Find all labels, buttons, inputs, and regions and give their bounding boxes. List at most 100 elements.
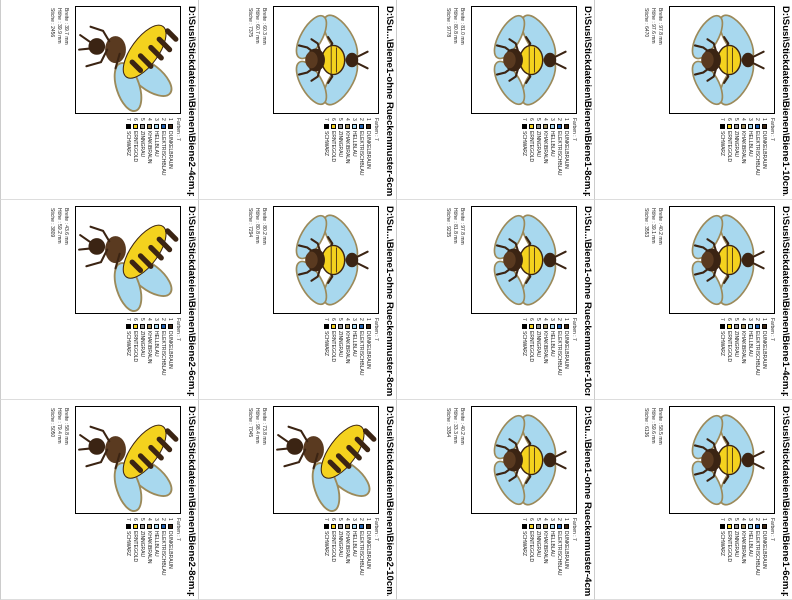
thread-row: 1 DUNKELBRAUN xyxy=(761,518,768,598)
design-preview-box xyxy=(669,406,775,514)
thread-name: SCHWARZ xyxy=(323,131,330,157)
height-value: Höhe : 80.8 mm xyxy=(254,208,260,244)
height-value: Höhe : 81.8 mm xyxy=(452,208,458,244)
thread-row: 1 DUNKELBRAUN xyxy=(365,318,372,398)
thread-row: 7 SCHWARZ xyxy=(719,318,726,398)
thread-row: 4 KHAKIBRAUN xyxy=(344,518,351,598)
thread-name: ERNTEGOLD xyxy=(726,331,733,363)
thread-name: DUNKELBRAUN xyxy=(563,331,570,369)
thread-name: HELLBLAU xyxy=(549,331,556,357)
thread-row: 7 SCHWARZ xyxy=(521,318,528,398)
thread-name: ERNTEGOLD xyxy=(132,131,139,163)
thread-row: 6 ERNTEGOLD xyxy=(528,518,535,598)
design-card: D:\Susi\Stickdateien\Bienen\Biene2-6cm.p… xyxy=(0,200,198,400)
width-value: Breite : 39.7 mm xyxy=(63,8,69,45)
file-path-title: D:\Susi\Stickdateien\Bienen\Biene1-8cm.p… xyxy=(582,6,593,196)
thread-color-swatch xyxy=(140,524,145,529)
thread-color-swatch xyxy=(557,324,562,329)
thread-color-swatch xyxy=(154,524,159,529)
thread-row: 3 HELLBLAU xyxy=(747,118,754,198)
thread-name: ZINNGRAU xyxy=(337,331,344,358)
thread-row: 6 ERNTEGOLD xyxy=(726,518,733,598)
thread-row: 4 KHAKIBRAUN xyxy=(146,118,153,198)
thread-color-swatch xyxy=(140,124,145,129)
thread-color-swatch xyxy=(755,324,760,329)
thread-row: 6 ERNTEGOLD xyxy=(132,318,139,398)
color-count-label: Farben : 7 xyxy=(571,518,577,541)
thread-name: KHAKIBRAUN xyxy=(542,531,549,564)
bee-top-view-illustration xyxy=(691,214,765,306)
thread-color-list: Farben : 7 1 DUNKELBRAUN 2 ELEKTRISCHBLA… xyxy=(323,118,380,198)
thread-color-swatch xyxy=(720,324,725,329)
thread-color-swatch xyxy=(331,124,336,129)
thread-color-swatch xyxy=(755,524,760,529)
thread-color-list: Farben : 7 1 DUNKELBRAUN 2 ELEKTRISCHBLA… xyxy=(521,318,578,398)
thread-name: SCHWARZ xyxy=(719,331,726,357)
thread-name: ELEKTRISCHBLAU xyxy=(358,531,365,576)
thread-color-swatch xyxy=(522,524,527,529)
file-path-title: D:\Su...\Biene1-ohne Rueckenmuster-10cm.… xyxy=(582,206,593,396)
thread-row: 7 SCHWARZ xyxy=(323,118,330,198)
thread-row: 2 ELEKTRISCHBLAU xyxy=(556,118,563,198)
thread-name: ZINNGRAU xyxy=(733,531,740,558)
thread-color-swatch xyxy=(543,524,548,529)
thread-row: 7 SCHWARZ xyxy=(521,118,528,198)
thread-color-swatch xyxy=(126,524,131,529)
thread-color-swatch xyxy=(161,524,166,529)
thread-color-list: Farben : 7 1 DUNKELBRAUN 2 ELEKTRISCHBLA… xyxy=(719,518,776,598)
thread-color-swatch xyxy=(126,324,131,329)
width-value: Breite : 58.8 mm xyxy=(63,408,69,445)
thread-row: 6 ERNTEGOLD xyxy=(132,118,139,198)
design-preview-box xyxy=(75,406,181,514)
file-path-title: D:\Su...\Biene1-ohne Rueckenmuster-8cm.p… xyxy=(384,206,395,396)
thread-row: 2 ELEKTRISCHBLAU xyxy=(754,518,761,598)
thread-color-swatch xyxy=(366,524,371,529)
thread-color-swatch xyxy=(345,324,350,329)
thread-row: 5 ZINNGRAU xyxy=(535,318,542,398)
design-preview-box xyxy=(273,406,379,514)
thread-color-swatch xyxy=(338,124,343,129)
color-count-label: Farben : 7 xyxy=(175,318,181,341)
thread-row: 4 KHAKIBRAUN xyxy=(146,518,153,598)
thread-row: 5 ZINNGRAU xyxy=(337,318,344,398)
thread-row: 2 ELEKTRISCHBLAU xyxy=(754,118,761,198)
thread-color-swatch xyxy=(359,124,364,129)
thread-color-swatch xyxy=(522,324,527,329)
thread-name: KHAKIBRAUN xyxy=(542,131,549,164)
width-value: Breite : 40.2 mm xyxy=(459,408,465,445)
thread-name: KHAKIBRAUN xyxy=(344,531,351,564)
width-value: Breite : 81.0 mm xyxy=(459,8,465,45)
thread-color-swatch xyxy=(550,324,555,329)
thread-name: HELLBLAU xyxy=(153,531,160,557)
thread-color-swatch xyxy=(748,324,753,329)
thread-color-swatch xyxy=(727,324,732,329)
thread-row: 4 KHAKIBRAUN xyxy=(542,118,549,198)
thread-name: ZINNGRAU xyxy=(733,331,740,358)
stitch-count: Stiche : 9235 xyxy=(445,208,451,238)
height-value: Höhe : 60.7 mm xyxy=(254,8,260,44)
stitch-count: Stiche : 5050 xyxy=(49,408,55,438)
thread-row: 5 ZINNGRAU xyxy=(733,318,740,398)
thread-name: ERNTEGOLD xyxy=(330,131,337,163)
thread-row: 4 KHAKIBRAUN xyxy=(344,318,351,398)
thread-color-swatch xyxy=(161,124,166,129)
thread-name: ERNTEGOLD xyxy=(528,531,535,563)
bee-top-view-illustration xyxy=(295,14,369,106)
thread-row: 3 HELLBLAU xyxy=(747,518,754,598)
thread-name: ELEKTRISCHBLAU xyxy=(556,331,563,376)
thread-row: 6 ERNTEGOLD xyxy=(330,318,337,398)
stitch-count: Stiche : 9778 xyxy=(445,8,451,38)
design-dimensions: Breite : 39.7 mm Höhe : 39.9 mm Stiche :… xyxy=(48,8,69,45)
thread-color-swatch xyxy=(133,524,138,529)
design-preview-box xyxy=(471,206,577,314)
bee-top-view-illustration xyxy=(691,14,765,106)
bee-top-view-illustration xyxy=(691,414,765,506)
thread-color-swatch xyxy=(727,124,732,129)
thread-name: KHAKIBRAUN xyxy=(146,131,153,164)
thread-name: SCHWARZ xyxy=(521,131,528,157)
design-dimensions: Breite : 58.5 mm Höhe : 59.6 mm Stiche :… xyxy=(642,408,663,445)
design-preview-box xyxy=(273,6,379,114)
thread-name: DUNKELBRAUN xyxy=(563,131,570,169)
thread-color-swatch xyxy=(734,124,739,129)
thread-name: ELEKTRISCHBLAU xyxy=(160,531,167,576)
